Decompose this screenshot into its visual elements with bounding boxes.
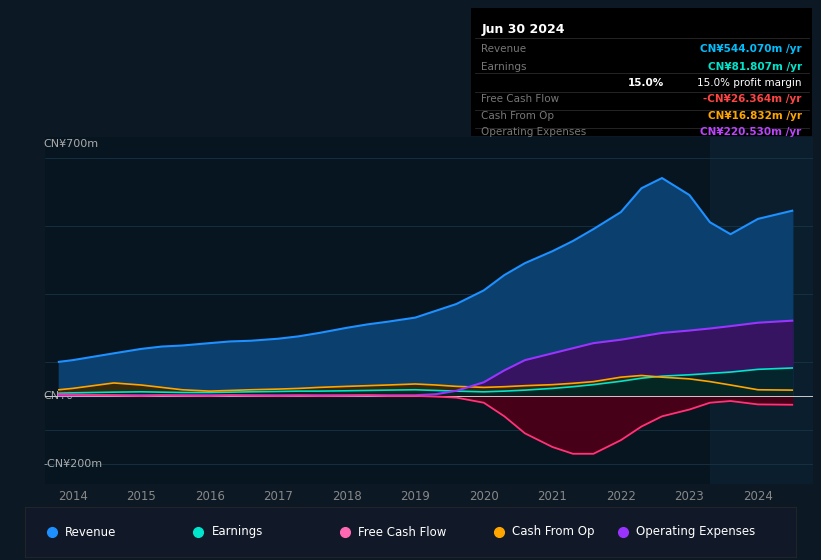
Text: Jun 30 2024: Jun 30 2024 (481, 23, 565, 36)
Text: -CN¥26.364m /yr: -CN¥26.364m /yr (704, 94, 802, 104)
Text: -CN¥200m: -CN¥200m (44, 459, 103, 469)
Text: CN¥544.070m /yr: CN¥544.070m /yr (700, 44, 802, 54)
Text: CN¥0: CN¥0 (44, 391, 74, 401)
Text: 15.0% profit margin: 15.0% profit margin (697, 77, 802, 87)
Text: Free Cash Flow: Free Cash Flow (481, 94, 560, 104)
Text: Earnings: Earnings (481, 62, 527, 72)
Text: CN¥220.530m /yr: CN¥220.530m /yr (700, 127, 802, 137)
Text: CN¥81.807m /yr: CN¥81.807m /yr (708, 62, 802, 72)
Text: Operating Expenses: Operating Expenses (635, 525, 755, 539)
Text: Revenue: Revenue (65, 525, 116, 539)
Text: Cash From Op: Cash From Op (481, 111, 554, 121)
Text: Free Cash Flow: Free Cash Flow (358, 525, 447, 539)
Text: Revenue: Revenue (481, 44, 526, 54)
Text: Operating Expenses: Operating Expenses (481, 127, 587, 137)
Text: CN¥16.832m /yr: CN¥16.832m /yr (708, 111, 802, 121)
Text: Cash From Op: Cash From Op (512, 525, 595, 539)
Bar (710, 137, 821, 484)
Text: CN¥700m: CN¥700m (44, 139, 99, 149)
Text: 15.0%: 15.0% (627, 77, 663, 87)
Text: Earnings: Earnings (211, 525, 263, 539)
